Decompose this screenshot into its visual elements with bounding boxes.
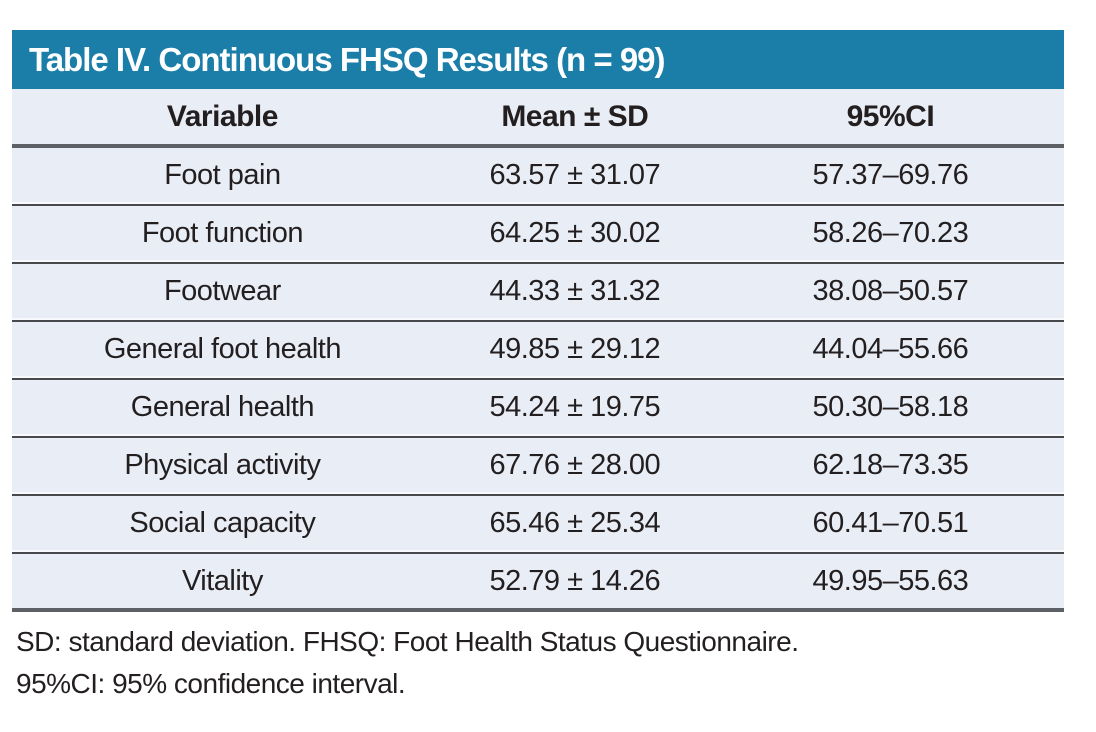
table-row: Physical activity 67.76 ± 28.00 62.18–73… — [12, 438, 1064, 492]
mean-sd-cell: 64.25 ± 30.02 — [489, 216, 661, 249]
results-table: Table IV. Continuous FHSQ Results (n = 9… — [12, 30, 1064, 705]
row-separator — [12, 202, 1064, 206]
ci-cell: 38.08–50.57 — [812, 274, 969, 307]
row-separator — [12, 550, 1064, 554]
ci-cell: 58.26–70.23 — [812, 216, 969, 249]
variable-cell: Foot pain — [164, 158, 281, 191]
column-header-variable: Variable — [166, 99, 279, 133]
table-bottom-rule — [12, 608, 1064, 612]
ci-cell: 62.18–73.35 — [812, 448, 969, 481]
table-title-bar: Table IV. Continuous FHSQ Results (n = 9… — [12, 30, 1064, 89]
ci-cell: 60.41–70.51 — [812, 506, 969, 539]
ci-cell: 50.30–58.18 — [812, 390, 969, 423]
variable-cell: General foot health — [103, 332, 342, 365]
row-separator — [12, 492, 1064, 496]
ci-cell: 49.95–55.63 — [812, 564, 969, 597]
row-separator — [12, 376, 1064, 380]
table-title: Table IV. Continuous FHSQ Results (n = 9… — [29, 40, 666, 78]
footnote-ci-definition: 95%CI: 95% confidence interval. — [16, 668, 406, 699]
variable-cell: Physical activity — [124, 448, 321, 481]
variable-cell: Foot function — [141, 216, 304, 249]
variable-cell: General health — [130, 390, 315, 423]
row-separator — [12, 318, 1064, 322]
table-row: Social capacity 65.46 ± 25.34 60.41–70.5… — [12, 496, 1064, 550]
variable-cell: Footwear — [163, 274, 281, 307]
footnote-abbreviations: SD: standard deviation. FHSQ: Foot Healt… — [16, 626, 799, 657]
column-header-95ci: 95%CI — [846, 99, 935, 133]
table-row: General foot health 49.85 ± 29.12 44.04–… — [12, 322, 1064, 376]
mean-sd-cell: 63.57 ± 31.07 — [489, 158, 661, 191]
row-separator — [12, 260, 1064, 264]
table-header-row: Variable Mean ± SD 95%CI — [12, 89, 1064, 144]
table-footnotes: SD: standard deviation. FHSQ: Foot Healt… — [12, 612, 1064, 705]
mean-sd-cell: 49.85 ± 29.12 — [489, 332, 661, 365]
variable-cell: Social capacity — [129, 506, 316, 539]
mean-sd-cell: 67.76 ± 28.00 — [489, 448, 661, 481]
mean-sd-cell: 44.33 ± 31.32 — [489, 274, 661, 307]
row-separator — [12, 434, 1064, 438]
ci-cell: 44.04–55.66 — [812, 332, 969, 365]
table-row: Foot pain 63.57 ± 31.07 57.37–69.76 — [12, 148, 1064, 202]
header-divider-rule — [12, 144, 1064, 148]
mean-sd-cell: 54.24 ± 19.75 — [489, 390, 661, 423]
table-row: General health 54.24 ± 19.75 50.30–58.18 — [12, 380, 1064, 434]
column-header-mean-sd: Mean ± SD — [501, 99, 649, 133]
table-row: Foot function 64.25 ± 30.02 58.26–70.23 — [12, 206, 1064, 260]
mean-sd-cell: 52.79 ± 14.26 — [489, 564, 661, 597]
table-row: Vitality 52.79 ± 14.26 49.95–55.63 — [12, 554, 1064, 608]
variable-cell: Vitality — [181, 564, 263, 597]
ci-cell: 57.37–69.76 — [812, 158, 969, 191]
mean-sd-cell: 65.46 ± 25.34 — [489, 506, 661, 539]
table-row: Footwear 44.33 ± 31.32 38.08–50.57 — [12, 264, 1064, 318]
